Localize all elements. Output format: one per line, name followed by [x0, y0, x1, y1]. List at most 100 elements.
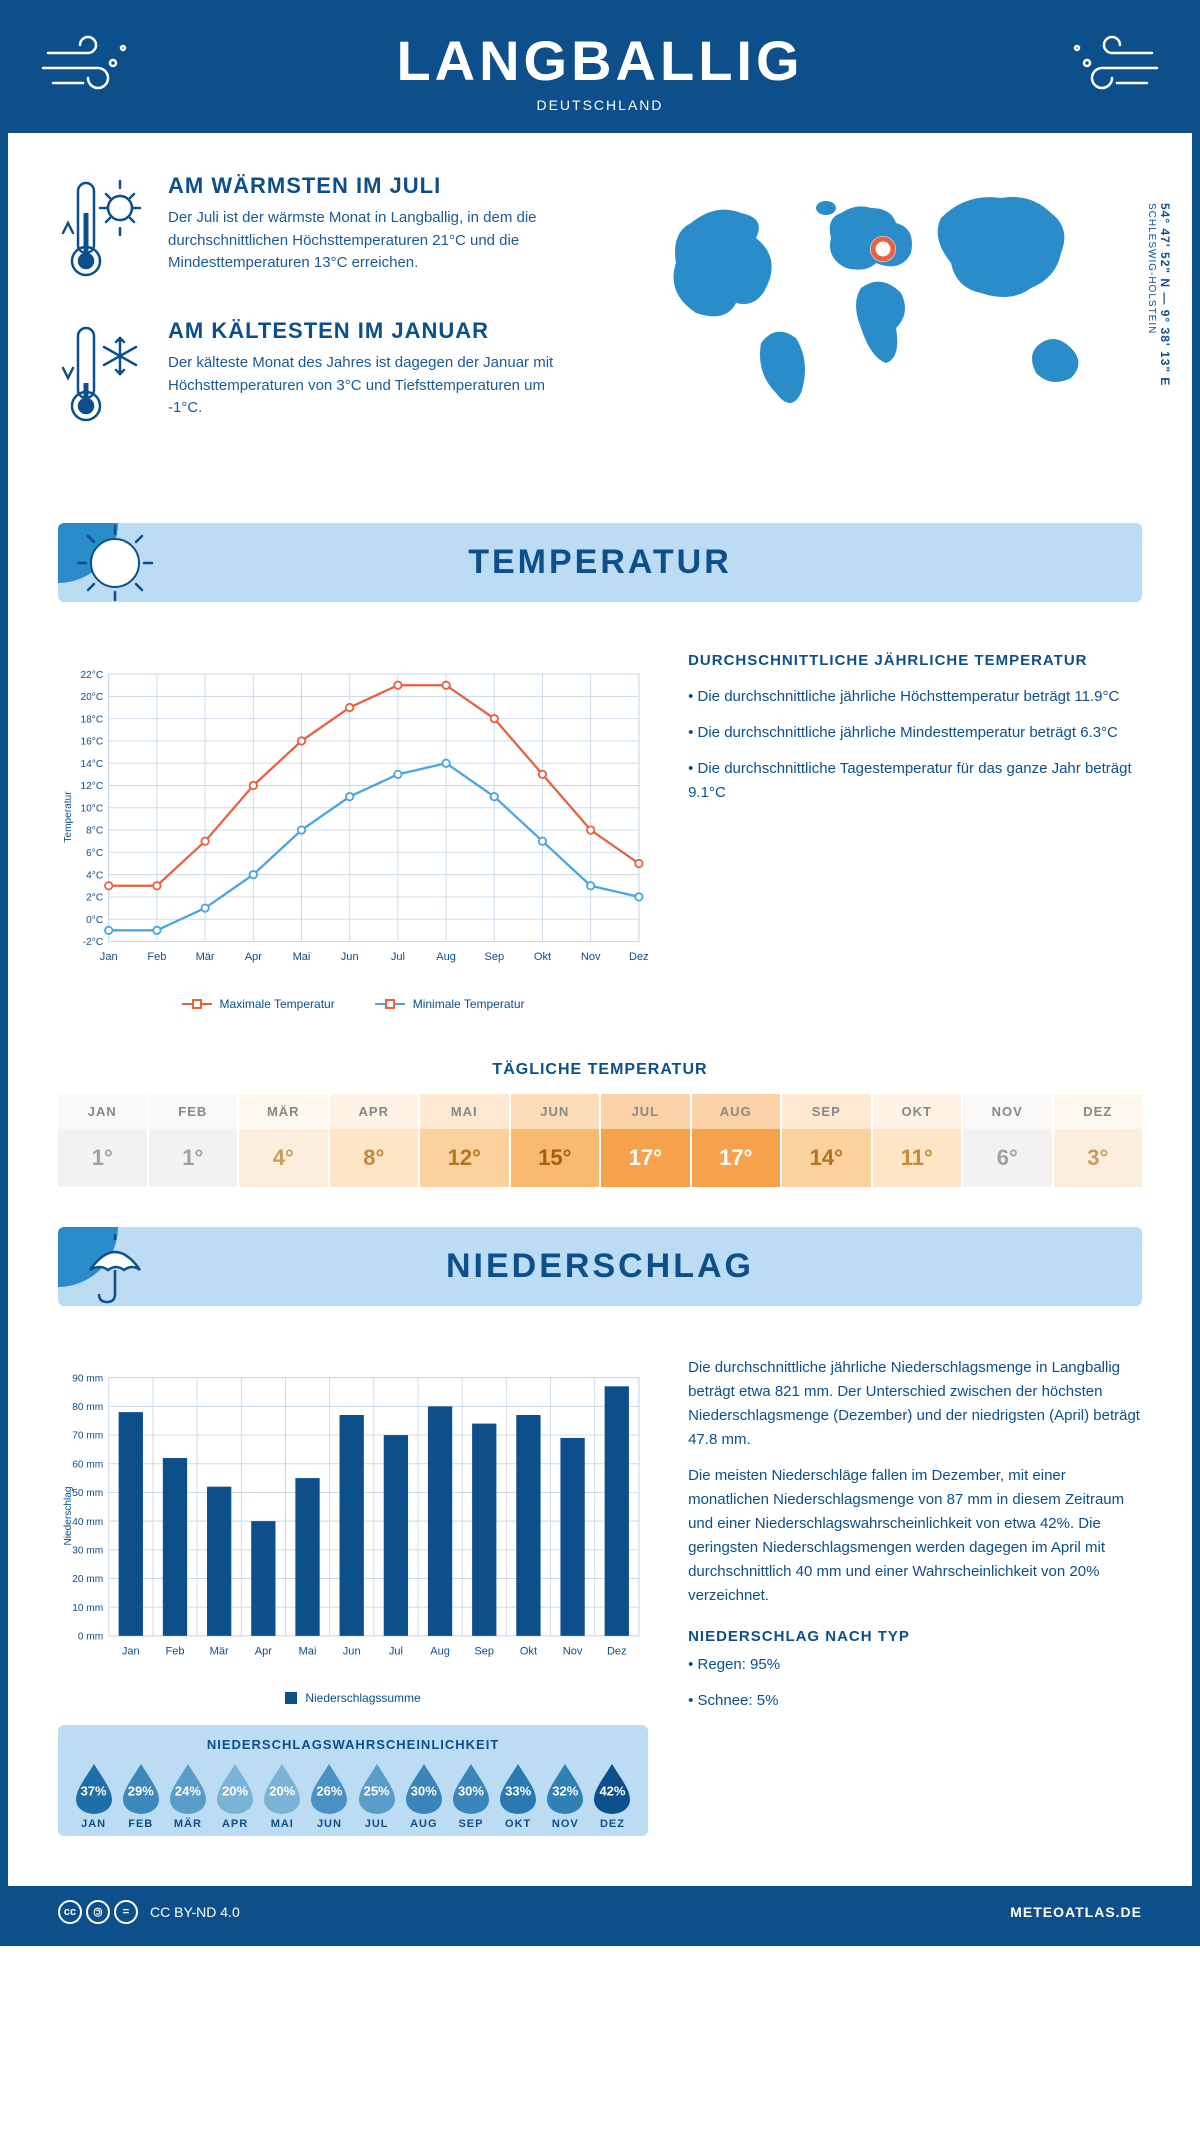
warmest-text: Der Juli ist der wärmste Monat in Langba…	[168, 207, 580, 275]
svg-text:0°C: 0°C	[86, 915, 103, 926]
city-title: LANGBALLIG	[28, 28, 1172, 93]
svg-text:Mai: Mai	[293, 951, 311, 963]
svg-text:16°C: 16°C	[81, 737, 104, 748]
svg-text:Aug: Aug	[436, 951, 456, 963]
daily-cell: JUN 15°	[511, 1094, 602, 1187]
daily-cell: AUG 17°	[692, 1094, 783, 1187]
svg-text:2°C: 2°C	[86, 893, 103, 904]
svg-text:Nov: Nov	[563, 1645, 583, 1657]
warmest-title: AM WÄRMSTEN IM JULI	[168, 173, 580, 199]
svg-text:30 mm: 30 mm	[72, 1545, 103, 1556]
svg-text:Jul: Jul	[389, 1645, 403, 1657]
intro-section: AM WÄRMSTEN IM JULI Der Juli ist der wär…	[8, 133, 1192, 503]
svg-text:Apr: Apr	[245, 951, 263, 963]
prob-cell: 32% NOV	[542, 1762, 589, 1830]
daily-cell: JUL 17°	[601, 1094, 692, 1187]
svg-text:Jul: Jul	[391, 951, 405, 963]
daily-cell: APR 8°	[330, 1094, 421, 1187]
section-title: NIEDERSCHLAG	[58, 1247, 1142, 1286]
svg-text:90 mm: 90 mm	[72, 1373, 103, 1384]
svg-text:0 mm: 0 mm	[78, 1632, 103, 1643]
precip-probability-box: NIEDERSCHLAGSWAHRSCHEINLICHKEIT 37% JAN …	[58, 1725, 648, 1836]
svg-text:60 mm: 60 mm	[72, 1459, 103, 1470]
svg-text:Dez: Dez	[629, 951, 648, 963]
coldest-text: Der kälteste Monat des Jahres ist dagege…	[168, 352, 580, 420]
thermometer-cold-icon	[58, 318, 148, 428]
svg-text:20°C: 20°C	[81, 692, 104, 703]
warmest-block: AM WÄRMSTEN IM JULI Der Juli ist der wär…	[58, 173, 580, 288]
svg-text:12°C: 12°C	[81, 781, 104, 792]
precipitation-banner: NIEDERSCHLAG	[58, 1227, 1142, 1306]
svg-text:Dez: Dez	[607, 1645, 627, 1657]
svg-text:6°C: 6°C	[86, 848, 103, 859]
prob-cell: 20% MAI	[259, 1762, 306, 1830]
svg-text:Mai: Mai	[299, 1645, 317, 1657]
temp-text-block: DURCHSCHNITTLICHE JÄHRLICHE TEMPERATUR •…	[688, 652, 1142, 1011]
world-map-icon	[620, 173, 1142, 433]
svg-text:22°C: 22°C	[81, 670, 104, 681]
wind-icon	[1062, 28, 1162, 98]
svg-text:Nov: Nov	[581, 951, 601, 963]
country-subtitle: DEUTSCHLAND	[28, 97, 1172, 113]
svg-text:10°C: 10°C	[81, 803, 104, 814]
site-label: METEOATLAS.DE	[1010, 1904, 1142, 1920]
prob-cell: 24% MÄR	[164, 1762, 211, 1830]
svg-text:Temperatur: Temperatur	[63, 791, 74, 843]
svg-text:8°C: 8°C	[86, 826, 103, 837]
sun-icon	[70, 523, 160, 602]
prob-cell: 30% AUG	[400, 1762, 447, 1830]
svg-text:Sep: Sep	[484, 951, 504, 963]
prob-cell: 26% JUN	[306, 1762, 353, 1830]
daily-cell: JAN 1°	[58, 1094, 149, 1187]
svg-text:Jun: Jun	[341, 951, 359, 963]
svg-text:70 mm: 70 mm	[72, 1431, 103, 1442]
daily-cell: MÄR 4°	[239, 1094, 330, 1187]
temperature-banner: TEMPERATUR	[58, 523, 1142, 602]
svg-text:Okt: Okt	[534, 951, 551, 963]
svg-text:80 mm: 80 mm	[72, 1402, 103, 1413]
cc-icon: cc🄯=	[58, 1900, 138, 1924]
prob-cell: 30% SEP	[447, 1762, 494, 1830]
svg-text:Okt: Okt	[520, 1645, 537, 1657]
prob-cell: 42% DEZ	[589, 1762, 636, 1830]
daily-cell: DEZ 3°	[1054, 1094, 1143, 1187]
coldest-title: AM KÄLTESTEN IM JANUAR	[168, 318, 580, 344]
svg-text:Aug: Aug	[430, 1645, 450, 1657]
footer: cc🄯= CC BY-ND 4.0 METEOATLAS.DE	[8, 1886, 1192, 1938]
wind-icon	[38, 28, 138, 98]
svg-text:40 mm: 40 mm	[72, 1517, 103, 1528]
daily-cell: SEP 14°	[782, 1094, 873, 1187]
thermometer-hot-icon	[58, 173, 148, 283]
daily-cell: MAI 12°	[420, 1094, 511, 1187]
svg-text:Feb: Feb	[147, 951, 166, 963]
daily-cell: FEB 1°	[149, 1094, 240, 1187]
svg-text:Jan: Jan	[122, 1645, 140, 1657]
umbrella-icon	[70, 1227, 160, 1306]
prob-cell: 20% APR	[212, 1762, 259, 1830]
daily-cell: NOV 6°	[963, 1094, 1054, 1187]
temperature-line-chart: -2°C0°C2°C4°C6°C8°C10°C12°C14°C16°C18°C2…	[58, 652, 648, 982]
daily-cell: OKT 11°	[873, 1094, 964, 1187]
precip-text-block: Die durchschnittliche jährliche Niedersc…	[688, 1356, 1142, 1856]
svg-text:Jun: Jun	[343, 1645, 361, 1657]
svg-text:Feb: Feb	[165, 1645, 184, 1657]
svg-text:4°C: 4°C	[86, 870, 103, 881]
coldest-block: AM KÄLTESTEN IM JANUAR Der kälteste Mona…	[58, 318, 580, 433]
precip-legend: Niederschlagssumme	[58, 1691, 648, 1705]
svg-text:50 mm: 50 mm	[72, 1488, 103, 1499]
prob-cell: 25% JUL	[353, 1762, 400, 1830]
daily-temp-title: TÄGLICHE TEMPERATUR	[8, 1061, 1192, 1079]
svg-text:Mär: Mär	[196, 951, 215, 963]
svg-text:10 mm: 10 mm	[72, 1603, 103, 1614]
header: LANGBALLIG DEUTSCHLAND	[8, 8, 1192, 133]
svg-text:Apr: Apr	[255, 1645, 273, 1657]
coordinates: 54° 47' 52" N — 9° 38' 13" ESCHLESWIG-HO…	[1144, 203, 1172, 386]
svg-text:18°C: 18°C	[81, 714, 104, 725]
svg-text:Niederschlag: Niederschlag	[63, 1486, 74, 1545]
svg-text:Sep: Sep	[474, 1645, 494, 1657]
svg-text:14°C: 14°C	[81, 759, 104, 770]
svg-text:Jan: Jan	[100, 951, 118, 963]
svg-text:20 mm: 20 mm	[72, 1574, 103, 1585]
prob-cell: 33% OKT	[495, 1762, 542, 1830]
temp-legend: .swatch-line:nth-child(1)::after{border-…	[58, 997, 648, 1011]
